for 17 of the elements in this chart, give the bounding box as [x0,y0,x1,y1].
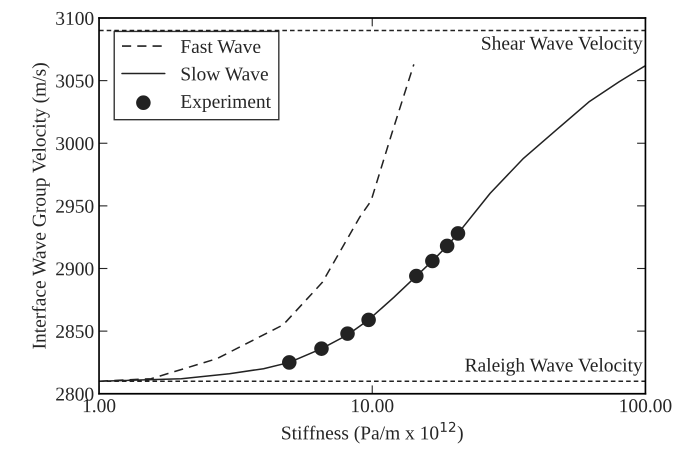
x-tick-label: 1.00 [84,399,116,412]
y-tick-label: 2850 [56,324,94,338]
ref-line-label: Shear Wave Velocity [482,36,643,54]
y-tick-label: 2900 [56,262,94,276]
y-tick-label: 3000 [56,137,94,150]
y-tick-label: 3050 [56,74,94,88]
y-axis-title: Interface Wave Group Velocity (m/s) [32,63,50,349]
y-tick-label: 2800 [56,388,94,401]
x-axis-title: Stiffness (Pa/m x 10$^{12}$) [282,422,463,444]
x-tick-label: 100.00 [620,399,672,412]
ref-line-label: Raleigh Wave Velocity [465,358,643,376]
x-tick-label: 10.00 [352,399,394,412]
legend-label: Experiment [180,94,271,112]
y-tick-label: 2950 [56,200,94,213]
legend-label: Fast Wave [180,40,260,54]
legend-label: Slow Wave [182,66,268,81]
y-tick-label: 3100 [56,12,94,25]
